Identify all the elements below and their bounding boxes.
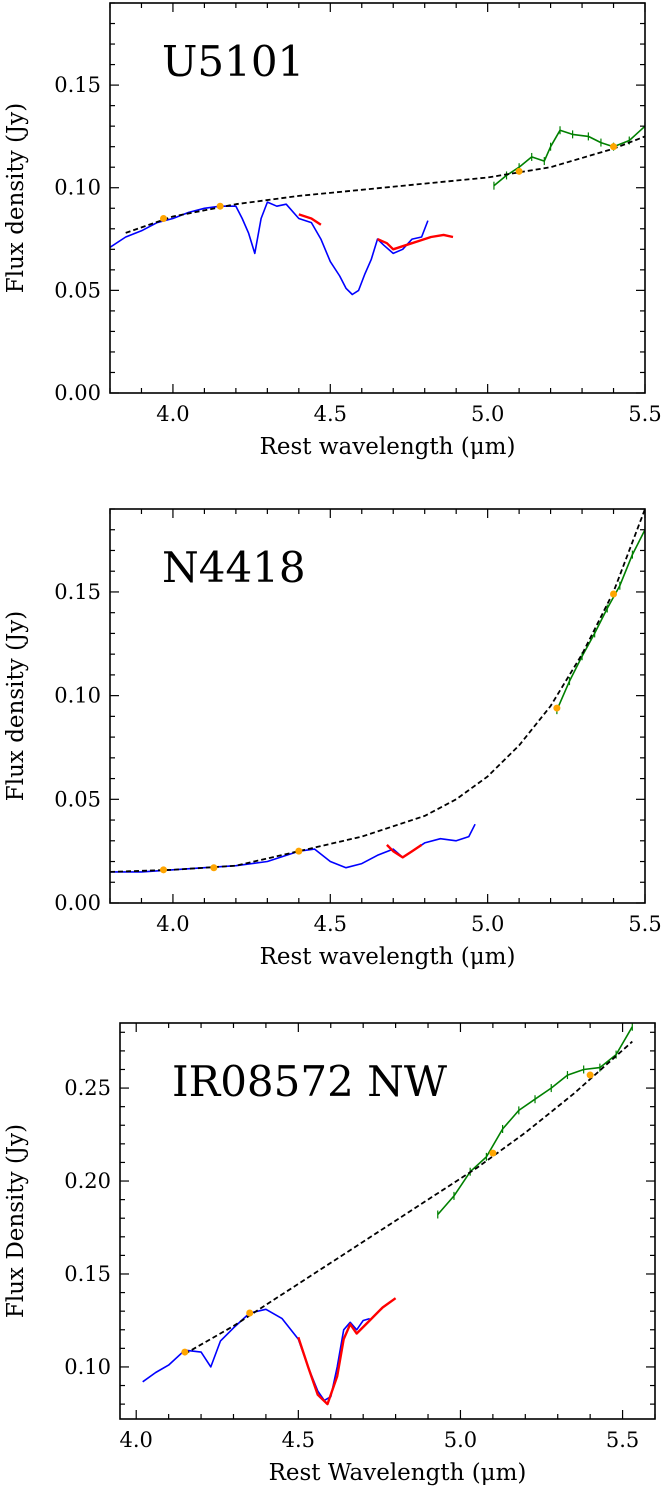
x-tick-label: 5.5 — [628, 402, 661, 426]
photometry-point — [586, 1071, 594, 1079]
y-axis-label: Flux density (Jy) — [3, 103, 29, 293]
plot-area — [110, 509, 645, 874]
x-tick-label: 4.5 — [314, 402, 347, 426]
chart-panel-1: 4.0 4.5 5.0 5.5 0.00 0.05 0.10 0.15 Rest wavelen… — [3, 2, 662, 460]
photometry-point — [210, 864, 218, 872]
plot-area — [110, 122, 645, 296]
y-tick-label: 0.00 — [54, 891, 101, 915]
photometry-point — [515, 167, 523, 175]
y-tick-label: 0.05 — [54, 787, 101, 811]
x-axis-label: Rest Wavelength (μm) — [269, 1460, 527, 1486]
x-tick-label: 4.0 — [156, 402, 189, 426]
x-axis-label: Rest wavelength (μm) — [260, 944, 516, 970]
y-tick-label: 0.00 — [54, 381, 101, 405]
photometry-point — [160, 866, 167, 874]
y-axis-label: Flux density (Jy) — [3, 611, 29, 801]
spectrum-series-2 — [297, 1297, 397, 1406]
photometry-point — [160, 215, 167, 223]
y-axis-label: Flux Density (Jy) — [3, 1124, 29, 1318]
spectrum-series-2 — [386, 843, 423, 859]
spectrum-series-3 — [556, 529, 645, 711]
x-tick-label: 5.0 — [444, 1428, 477, 1452]
fit-curve — [125, 135, 645, 234]
y-tick-label: 0.15 — [54, 580, 101, 604]
photometry-point — [610, 143, 618, 151]
spectrum-series-1 — [110, 823, 476, 873]
y-tick-label: 0.20 — [64, 1169, 111, 1193]
y-tick-label: 0.10 — [54, 684, 101, 708]
x-tick-label: 4.5 — [282, 1428, 315, 1452]
chart-panel-2: 4.0 4.5 5.0 5.5 0.00 0.05 0.10 0.15 Rest wavelen… — [3, 508, 662, 970]
x-tick-label: 4.0 — [120, 1428, 153, 1452]
y-tick-label: 0.05 — [54, 278, 101, 302]
panel-title: N4418 — [162, 543, 306, 592]
x-tick-label: 5.5 — [606, 1428, 639, 1452]
x-tick-label: 4.5 — [314, 912, 347, 936]
spectrum-series-2 — [298, 213, 322, 226]
chart-panel-3: 4.0 4.5 5.0 5.5 0.10 0.15 0.20 0.25 Rest Wavelen… — [3, 1022, 656, 1486]
spectrum-series-1 — [142, 1308, 370, 1402]
photometry-point — [295, 847, 303, 855]
photometry-point — [610, 590, 618, 598]
x-axis-label: Rest wavelength (μm) — [260, 434, 516, 460]
spectrum-series-3 — [437, 1026, 633, 1216]
photometry-point — [181, 1348, 189, 1356]
x-tick-label: 4.0 — [156, 912, 189, 936]
photometry-point — [489, 1149, 497, 1157]
axes-frame — [119, 1022, 656, 1420]
photometry-point — [216, 202, 224, 210]
spectrum-series-1 — [110, 201, 429, 296]
spectrum-series-3 — [377, 233, 454, 251]
x-tick-label: 5.0 — [471, 402, 504, 426]
y-tick-label: 0.25 — [64, 1076, 111, 1100]
panel-title: IR08572 NW — [172, 1057, 448, 1106]
y-tick-label: 0.15 — [64, 1262, 111, 1286]
axes-frame — [109, 508, 646, 904]
spectrum-series-4 — [493, 125, 645, 187]
photometry-point — [246, 1309, 254, 1317]
plot-area — [142, 1023, 633, 1406]
y-tick-label: 0.15 — [54, 73, 101, 97]
y-tick-label: 0.10 — [54, 176, 101, 200]
axes-frame — [109, 2, 646, 394]
fit-curve — [184, 1040, 633, 1355]
y-tick-label: 0.10 — [64, 1355, 111, 1379]
x-tick-label: 5.0 — [471, 912, 504, 936]
photometry-point — [553, 704, 561, 712]
panel-title: U5101 — [162, 37, 304, 86]
x-tick-label: 5.5 — [628, 912, 661, 936]
